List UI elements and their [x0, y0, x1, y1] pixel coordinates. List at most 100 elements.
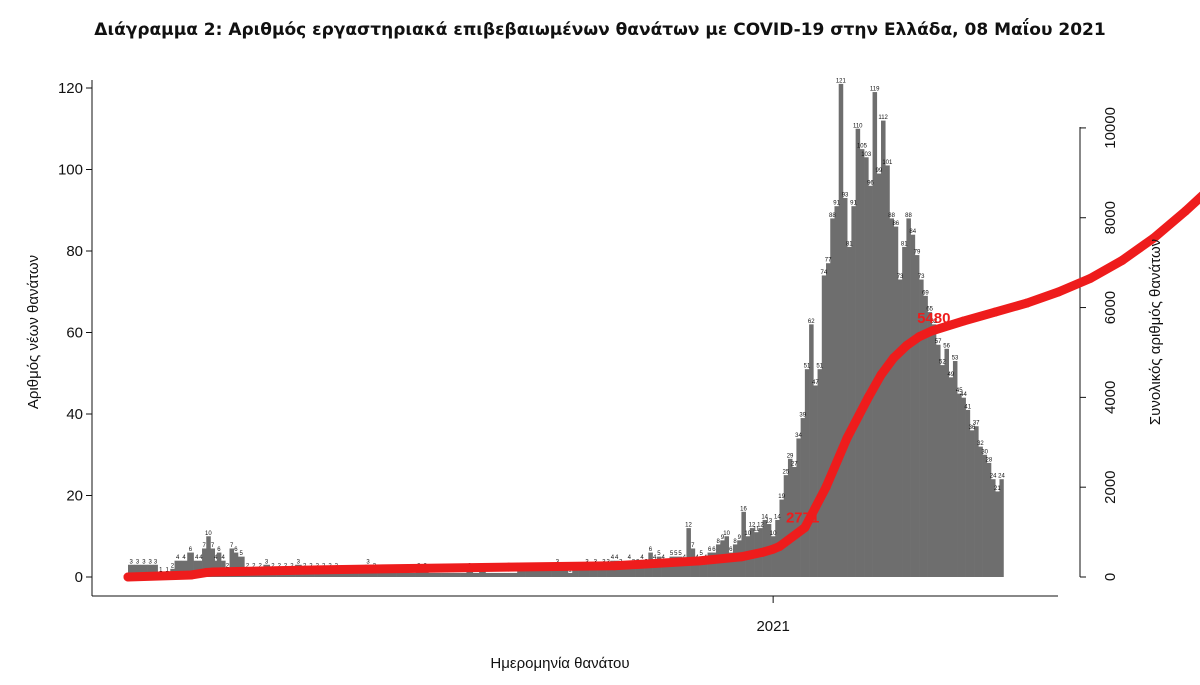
bar-value-label: 41	[964, 404, 971, 410]
daily-bar	[187, 552, 194, 577]
daily-bar	[779, 499, 785, 577]
daily-bar	[842, 198, 848, 577]
cumulative-point	[694, 556, 704, 566]
bar-value-label: 84	[909, 229, 916, 235]
bar-value-label: 28	[986, 457, 993, 463]
daily-bar	[563, 568, 569, 577]
cumulative-point	[990, 307, 1000, 317]
bar-value-label: 73	[918, 274, 925, 280]
daily-bar	[559, 568, 565, 577]
daily-bar	[441, 572, 448, 577]
cumulative-point	[1022, 298, 1032, 308]
bar-value-label: 6	[708, 547, 712, 553]
bar-value-label: 5	[239, 551, 243, 557]
daily-bar	[919, 279, 924, 577]
daily-bar	[783, 475, 789, 577]
cumulative-point	[927, 326, 937, 336]
bar-value-label: 2	[252, 563, 256, 569]
x-axis-tick-label: 2021	[756, 618, 789, 635]
daily-bar	[206, 536, 211, 577]
daily-bar	[352, 572, 359, 577]
bar-value-label: 103	[861, 152, 872, 158]
bar-value-label: 21	[994, 486, 1001, 492]
bar-value-label: 105	[857, 144, 868, 150]
bar-value-label: 4	[628, 555, 632, 561]
daily-bar	[965, 409, 971, 577]
bar-value-label: 12	[685, 523, 692, 529]
bar-value-label: 6	[217, 547, 221, 553]
cumulative-point	[901, 341, 911, 351]
cumulative-point	[186, 570, 196, 580]
bar-value-label: 88	[829, 213, 836, 219]
left-y-tick-label: 120	[58, 80, 83, 97]
daily-bar	[216, 552, 222, 577]
daily-bar	[447, 572, 455, 577]
bar-value-label: 77	[825, 258, 832, 264]
bar-value-label: 53	[952, 356, 959, 362]
daily-bar	[855, 128, 861, 577]
daily-bar	[957, 393, 962, 577]
bar-value-label: 5	[657, 551, 661, 557]
daily-bar	[804, 369, 810, 577]
left-y-tick-label: 100	[58, 162, 83, 179]
bar-value-label: 44	[960, 392, 967, 398]
daily-bar	[639, 560, 645, 577]
daily-bar	[872, 92, 878, 577]
daily-bar	[532, 568, 539, 577]
cumulative-point	[1117, 255, 1127, 265]
left-y-tick-label: 0	[75, 569, 83, 586]
daily-bar	[817, 369, 823, 577]
daily-bar	[707, 552, 713, 577]
right-y-tick-label: 0	[1102, 573, 1119, 581]
daily-bar	[128, 564, 135, 577]
daily-bar	[339, 572, 347, 577]
x-axis-ticks: 2021	[756, 596, 790, 635]
bar-value-label: 6	[712, 547, 716, 553]
left-y-tick-label: 80	[66, 243, 83, 260]
cumulative-point	[959, 316, 969, 326]
left-y-tick-label: 40	[66, 406, 83, 423]
daily-bar	[415, 568, 423, 577]
bar-value-label: 4	[661, 555, 665, 561]
daily-bars	[128, 83, 1004, 578]
cumulative-point	[609, 561, 619, 571]
bar-value-label: 7	[230, 543, 234, 549]
cumulative-point	[123, 572, 133, 582]
bar-value-label: 91	[833, 201, 840, 207]
bar-value-label: 7	[691, 543, 695, 549]
daily-bar	[677, 556, 683, 577]
bar-value-label: 4	[176, 555, 180, 561]
bar-value-label: 6	[189, 547, 193, 553]
left-y-ticks: 0 20 40 60 80 100 120	[58, 80, 92, 586]
bar-value-label: 51	[816, 364, 823, 370]
bar-value-label: 2	[171, 563, 175, 569]
cumulative-point	[504, 562, 514, 572]
bar-value-label: 6	[234, 547, 238, 553]
daily-bar	[859, 149, 865, 577]
daily-bar	[986, 462, 992, 577]
daily-bar	[826, 263, 831, 577]
daily-bar	[618, 564, 624, 577]
daily-bar	[422, 568, 429, 577]
bar-value-label: 10	[205, 531, 212, 537]
bar-value-label: 30	[981, 449, 988, 455]
bar-value-label: 37	[973, 421, 980, 427]
daily-bar	[868, 185, 873, 578]
daily-bar	[134, 564, 141, 577]
daily-bar	[974, 426, 979, 577]
daily-bar	[466, 568, 474, 577]
daily-bar	[995, 491, 1000, 577]
daily-bar	[525, 568, 533, 577]
bar-value-label: 1	[159, 567, 163, 573]
bar-value-label: 4	[640, 555, 644, 561]
bar-value-label: 5	[670, 551, 674, 557]
daily-bar	[409, 572, 416, 577]
bar-value-label: 32	[977, 441, 984, 447]
daily-bar	[792, 466, 797, 577]
daily-bar	[923, 295, 928, 577]
bar-value-label: 88	[888, 213, 895, 219]
daily-bar	[390, 572, 397, 577]
daily-bar	[673, 556, 679, 577]
bar-value-label: 47	[812, 380, 819, 386]
